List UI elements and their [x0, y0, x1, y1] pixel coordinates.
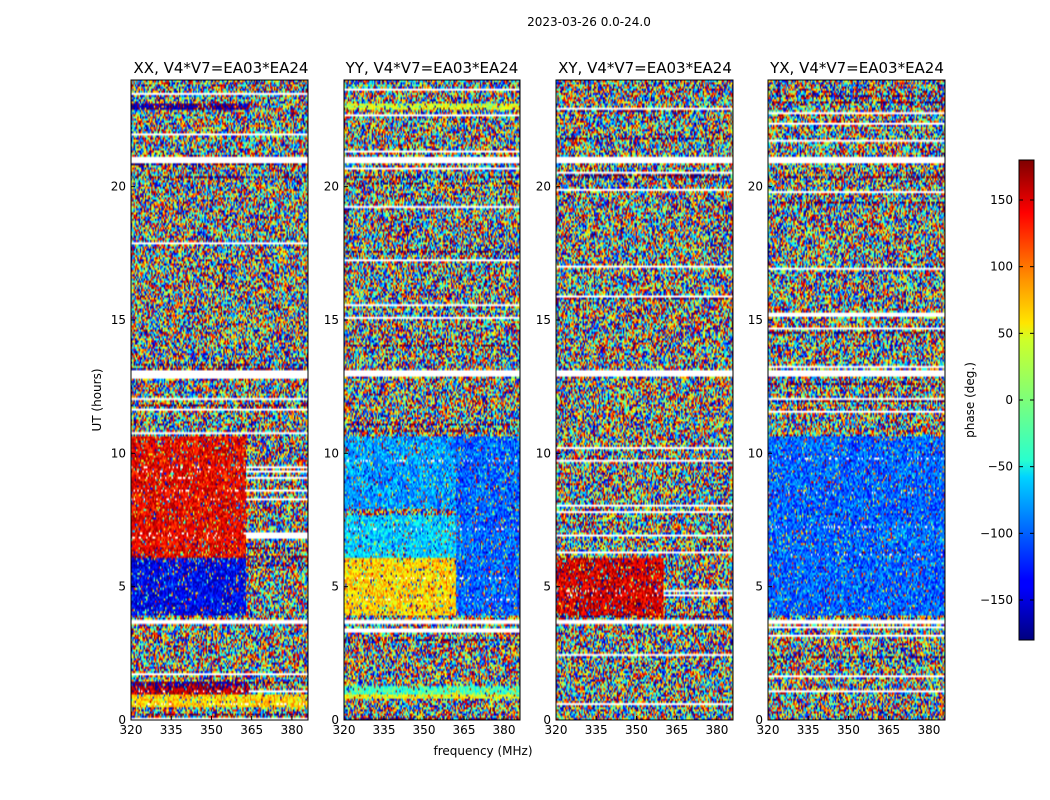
x-tick-label: 365	[453, 723, 476, 737]
x-tick-label: 335	[797, 723, 820, 737]
y-tick-label: 15	[111, 313, 126, 327]
x-tick-label: 350	[625, 723, 648, 737]
x-tick-label: 320	[545, 723, 568, 737]
y-tick-label: 15	[324, 313, 339, 327]
x-tick-label: 380	[705, 723, 728, 737]
panel-xx-frame	[130, 79, 309, 721]
panel-xx-heatmap	[131, 80, 308, 720]
x-tick-label: 350	[200, 723, 223, 737]
y-tick-label: 10	[536, 446, 551, 460]
y-tick-label: 5	[118, 580, 126, 594]
panel-yy-frame	[343, 79, 521, 721]
panel-yy: YY, V4*V7=EA03*EA24 320 335 350 365 380 0 5 10 1…	[324, 59, 521, 737]
y-tick-label: 10	[111, 446, 126, 460]
y-tick-label: 20	[748, 180, 763, 194]
x-tick-label: 320	[757, 723, 780, 737]
colorbar-ticks: 150 100 50 0 −50 −100 −150	[980, 193, 1034, 607]
panel-xy-frame	[555, 79, 734, 721]
panel-xy: XY, V4*V7=EA03*EA24 320 335 350 365 380 0 5 10 1…	[536, 59, 734, 737]
panel-yx: YX, V4*V7=EA03*EA24 320 335 350 365 380 0 5 10 1…	[748, 59, 946, 737]
x-tick-label: 380	[917, 723, 940, 737]
y-tick-label: 0	[543, 713, 551, 727]
y-tick-label: 0	[755, 713, 763, 727]
colorbar-tick-label: −150	[980, 593, 1013, 607]
y-tick-label: 15	[748, 313, 763, 327]
x-tick-label: 320	[120, 723, 143, 737]
colorbar-tick-label: 150	[990, 193, 1013, 207]
panel-xy-title: XY, V4*V7=EA03*EA24	[558, 59, 732, 77]
y-axis-label: UT (hours)	[90, 368, 104, 431]
panel-xx: XX, V4*V7=EA03*EA24 320 335 350 365 380 0 5 10 1…	[111, 59, 309, 737]
panel-yx-ticks: 320 335 350 365 380 0 5 10 15 20	[748, 180, 941, 737]
x-tick-label: 335	[160, 723, 183, 737]
colorbar-tick-label: 100	[990, 260, 1013, 274]
x-tick-label: 350	[837, 723, 860, 737]
panel-xx-ticks: 320 335 350 365 380 0 5 10 15 20	[111, 180, 304, 737]
y-tick-label: 0	[331, 713, 339, 727]
y-tick-label: 5	[755, 580, 763, 594]
x-tick-label: 365	[877, 723, 900, 737]
y-tick-label: 20	[324, 180, 339, 194]
colorbar-tick-label: −50	[988, 460, 1013, 474]
panel-yy-ticks: 320 335 350 365 380 0 5 10 15 20	[324, 180, 516, 737]
panel-yx-frame	[767, 79, 946, 721]
panel-xy-ticks: 320 335 350 365 380 0 5 10 15 20	[536, 180, 729, 737]
x-axis-label: frequency (MHz)	[433, 744, 532, 758]
x-tick-label: 365	[240, 723, 263, 737]
colorbar-gradient	[1019, 160, 1034, 640]
panel-yx-heatmap	[768, 80, 945, 720]
colorbar: 150 100 50 0 −50 −100 −150 phase (deg.)	[963, 159, 1035, 641]
x-tick-label: 335	[373, 723, 396, 737]
panel-xx-title: XX, V4*V7=EA03*EA24	[134, 59, 309, 77]
y-tick-label: 15	[536, 313, 551, 327]
colorbar-tick-label: −100	[980, 526, 1013, 540]
figure-suptitle: 2023-03-26 0.0-24.0	[527, 15, 651, 29]
y-tick-label: 20	[111, 180, 126, 194]
panel-yx-title: YX, V4*V7=EA03*EA24	[769, 59, 944, 77]
x-tick-label: 335	[585, 723, 608, 737]
y-tick-label: 10	[748, 446, 763, 460]
x-tick-label: 380	[493, 723, 516, 737]
panel-yy-heatmap	[344, 80, 520, 720]
colorbar-tick-label: 50	[998, 326, 1013, 340]
x-tick-label: 320	[333, 723, 356, 737]
panel-yy-title: YY, V4*V7=EA03*EA24	[345, 59, 519, 77]
colorbar-tick-label: 0	[1005, 393, 1013, 407]
x-tick-label: 365	[665, 723, 688, 737]
x-tick-label: 350	[413, 723, 436, 737]
panel-xy-heatmap	[556, 80, 733, 720]
y-tick-label: 5	[543, 580, 551, 594]
x-tick-label: 380	[280, 723, 303, 737]
y-tick-label: 10	[324, 446, 339, 460]
y-tick-label: 20	[536, 180, 551, 194]
y-tick-label: 0	[118, 713, 126, 727]
colorbar-label: phase (deg.)	[963, 362, 977, 438]
y-tick-label: 5	[331, 580, 339, 594]
